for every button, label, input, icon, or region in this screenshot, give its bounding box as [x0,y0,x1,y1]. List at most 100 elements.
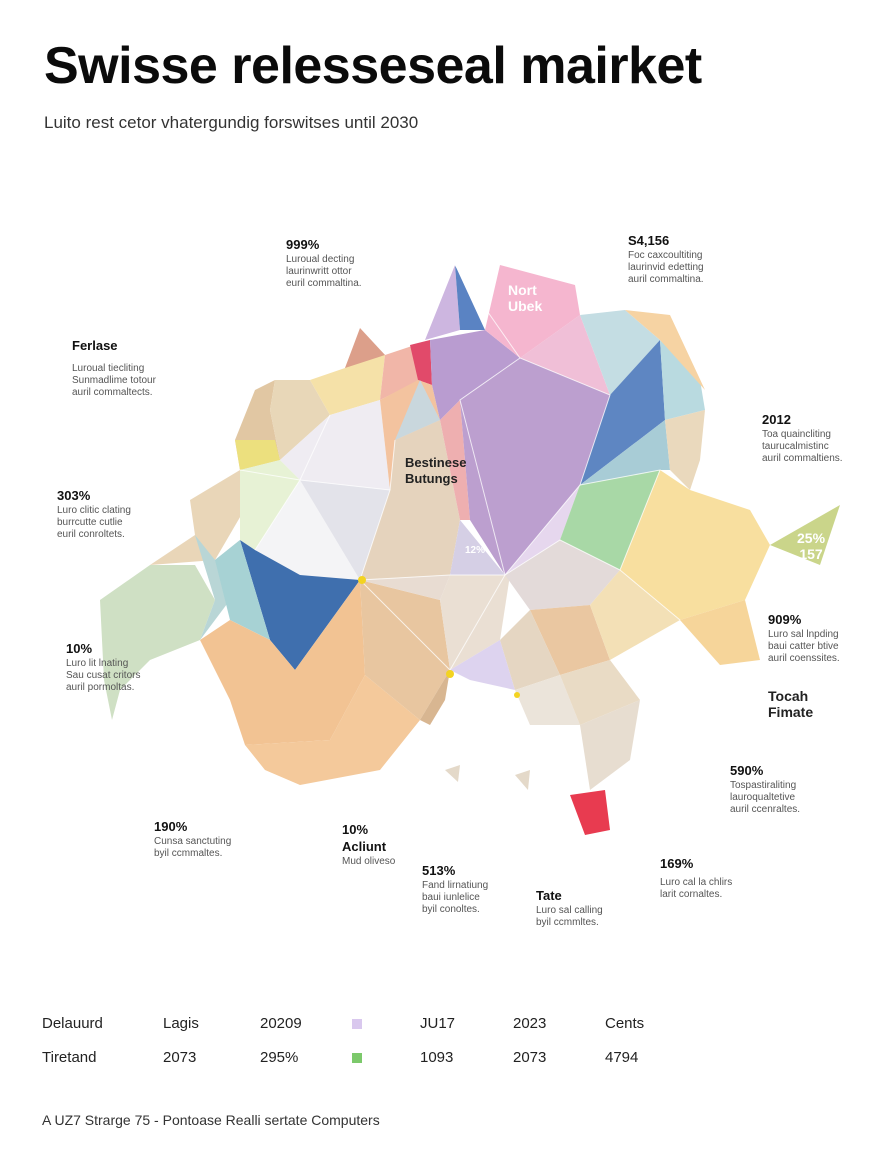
map-region[interactable] [660,340,705,420]
map-region[interactable] [215,540,270,640]
map-region[interactable] [505,540,620,610]
map-region[interactable] [450,640,515,690]
map-region[interactable] [200,580,365,745]
legend-cell: 20209 [260,1015,302,1032]
map-region[interactable] [770,505,840,565]
map-region[interactable] [500,610,560,690]
callout-value: Ferlase [72,338,118,353]
map-label-north: Nort Ubek [508,282,543,314]
map-region[interactable] [280,400,390,490]
map-region[interactable] [580,700,640,790]
legend-cell: 2023 [513,1015,547,1032]
map-region[interactable] [420,670,450,725]
map-region[interactable] [665,410,705,490]
map-region[interactable] [360,575,450,600]
legend-cell: 2073 [513,1049,547,1066]
legend-swatch-green [352,1053,362,1063]
map-region[interactable] [380,345,420,400]
footer-credit: A UZ7 Strarge 75 - Pontoase Realli serta… [42,1112,380,1128]
legend-swatch-purple [352,1019,362,1029]
callout-text: Tospastiraliting lauroqualtetive auril c… [730,780,801,815]
callout-text: Luro lit lnating Sau cusat critors auril… [66,658,141,693]
map-region[interactable] [150,470,250,565]
callout-right-mid: 909% Luro sal lnpding baui catter btive … [768,612,878,665]
callout-bottom-e: 169% Luro cal la chlirs larit cornaltes. [660,856,830,901]
callout-value: 10% [342,822,369,837]
map-region[interactable] [460,358,610,575]
map-region[interactable] [410,340,432,385]
callout-bottom-d: Tate Luro sal calling byil ccmmltes. [536,888,706,929]
map-region[interactable] [580,340,665,485]
map-region[interactable] [560,470,660,570]
map-region[interactable] [450,520,505,575]
callout-value: 10% [66,641,93,656]
map-region[interactable] [680,600,760,665]
callout-text: Cunsa sanctuting byil ccmmaltes. [154,836,232,859]
map-region[interactable] [625,310,705,390]
map-region[interactable] [515,770,530,790]
map-region[interactable] [255,480,360,580]
callout-text: Foc caxcoultiting laurinvid edetting aur… [628,250,704,285]
map-region[interactable] [240,540,360,670]
callout-text: Luroual tiecliting Sunmadlime totour aur… [72,363,156,398]
map-region[interactable] [590,570,680,660]
map-region[interactable] [345,328,385,368]
map-region[interactable] [270,380,330,460]
callout-bottom-b: 10% Acliunt Mud oliveso [342,822,512,868]
callout-value: 513% [422,863,456,878]
callout-title: Acliunt [342,839,387,854]
callout-value: 190% [154,819,188,834]
map-region[interactable] [570,790,610,835]
callout-left-upper: Ferlase Luroual tiecliting Sunmadlime to… [72,338,242,399]
map-region[interactable] [440,575,510,670]
map-label-center: Bestinese Butungs [405,455,467,486]
map-region[interactable] [580,420,670,485]
callout-text: Luro sal lnpding baui catter btive auril… [768,629,840,664]
map-region[interactable] [425,265,460,340]
callout-value: S4,156 [628,233,670,248]
legend-row: Tiretand 2073 295% 1093 2073 4794 [42,1049,662,1083]
map-region[interactable] [360,580,450,720]
callout-value: 303% [57,488,91,503]
map-region[interactable] [240,460,300,550]
map-region[interactable] [580,310,660,395]
callout-value: 999% [286,237,320,252]
map-region[interactable] [530,605,610,675]
callout-value: 2012 [762,412,791,427]
callout-text: Luroual decting laurinwritt ottor euril … [286,254,362,289]
legend-cell: Cents [605,1015,645,1032]
map-region[interactable] [430,330,520,420]
callout-right-upper: 2012 Toa quaincliting taurucalmistinc au… [762,412,872,465]
map-region[interactable] [485,265,580,358]
legend-cell: JU17 [420,1015,456,1032]
legend-table: Delauurd Lagis 20209 JU17 2023 Cents Tir… [42,1015,662,1083]
legend-cell: 4794 [605,1049,639,1066]
map-region[interactable] [300,480,390,580]
callout-text: Luro clitic clating burrcutte cutlie eur… [57,505,131,540]
callout-value: 590% [730,763,764,778]
map-region[interactable] [455,265,485,330]
page-subtitle: Luito rest cetor vhatergundig forswitses… [44,113,419,132]
callout-top-left: 999% Luroual decting laurinwritt ottor e… [286,237,456,290]
callout-text: Luro sal calling byil ccmmltes. [536,905,603,928]
map-region[interactable] [445,765,460,782]
callout-right-low: 590% Tospastiraliting lauroqualtetive au… [730,763,860,816]
map-region[interactable] [360,420,460,580]
map-region[interactable] [235,440,280,470]
map-region[interactable] [560,660,640,725]
callout-bottom-c: 513% Fand lirnatiung baui iunlelice byil… [422,863,592,916]
callout-bottom-a: 190% Cunsa sanctuting byil ccmmaltes. [154,819,324,860]
map-region[interactable] [515,675,580,725]
map-region[interactable] [245,675,420,785]
map-region[interactable] [620,470,770,620]
map-label-center-small: 12% [465,545,486,556]
map-region[interactable] [100,565,215,720]
legend-cell: Lagis [163,1015,199,1032]
map-label-tocah: Tocah Fimate [768,688,814,720]
legend-cell: 1093 [420,1049,454,1066]
callout-value: 909% [768,612,802,627]
map-region[interactable] [395,380,440,440]
legend-cell: 2073 [163,1049,197,1066]
callout-text: Mud oliveso [342,856,396,867]
callout-text: Toa quaincliting taurucalmistinc auril c… [762,429,843,464]
